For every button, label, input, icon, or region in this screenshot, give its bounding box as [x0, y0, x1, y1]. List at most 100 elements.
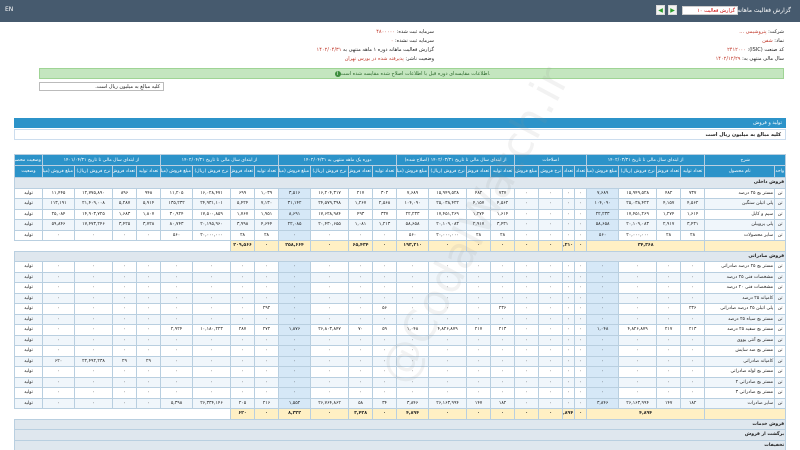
table-row: تن سایر محصولات ۲۸ ۲۸ ۲۰,۰۰۰,۰۰۰ ۵۶۰ ۰ ۰ ۰ ۰ ۲۸ ۲۸ ۲…	[14, 229, 786, 241]
column-header-sale-qty: تعداد فروش	[112, 165, 138, 178]
value-cell: ۵۶۰	[586, 229, 620, 241]
product-name-cell: مستر بچ آنتی یووی	[704, 334, 776, 346]
value-cell: ۰	[680, 282, 706, 294]
status-cell: تولید	[14, 208, 43, 220]
value-cell: ۰	[586, 366, 620, 378]
sum-cell: ۴,۸۹۴	[562, 408, 576, 420]
value-cell: ۰	[538, 366, 564, 378]
value-cell: ۰	[680, 261, 706, 273]
value-cell: ۲۸	[254, 229, 280, 241]
language-toggle[interactable]: EN	[5, 6, 14, 13]
sum-label	[704, 408, 786, 420]
value-cell: ۱۷,۵۰۰,۸۵۹	[192, 208, 232, 220]
unit-note: کلیه مبالغ به میلیون ریال است	[14, 129, 786, 140]
unit-select[interactable]: کلیه مبالغ به میلیون ریال است.	[39, 82, 164, 91]
value-cell: ۰	[538, 334, 564, 346]
value-cell: ۰	[136, 334, 162, 346]
column-group-header: شرح	[704, 154, 786, 166]
column-header-prod-qty: تعداد تولید	[136, 165, 162, 178]
value-cell: ۰	[278, 334, 312, 346]
value-cell: ۰	[680, 355, 706, 367]
value-cell: ۰	[574, 355, 588, 367]
product-name-cell: پلی پروپیلن	[704, 219, 776, 231]
value-cell: ۰	[680, 313, 706, 325]
value-cell: ۲۸۷	[230, 324, 256, 336]
column-header-amount: مبلغ فروش (میلیون ریال)	[160, 165, 194, 178]
prev-button[interactable]: ◀	[656, 5, 665, 15]
value-cell: ۰	[490, 271, 516, 283]
value-cell: ۲۹۲	[254, 303, 280, 315]
value-cell: ۰	[310, 313, 350, 325]
value-cell: ۰	[618, 355, 658, 367]
capital-field: سرمایه ثبت شده: ۴۸۰۰۰۰۰	[376, 29, 434, 35]
value-cell: ۰	[618, 334, 658, 346]
column-header-rate: نرخ فروش (ریال)	[310, 165, 350, 178]
value-cell: ۵۸,۶۵۸	[396, 219, 430, 231]
value-cell: ۰	[466, 345, 492, 357]
value-cell: ۲۹	[136, 355, 162, 367]
value-cell: ۰	[254, 345, 280, 357]
value-cell: ۱۲,۷۷۵,۸۹۰	[74, 187, 114, 199]
unit-cell: تن	[774, 334, 786, 346]
value-cell: ۰	[574, 187, 588, 199]
value-cell: ۰	[574, 292, 588, 304]
column-header-prod-qty: تعداد تولید	[254, 165, 280, 178]
column-header-sale-qty: تعداد فروش	[466, 165, 492, 178]
value-cell: ۳,۴۲۵	[112, 219, 138, 231]
value-cell: ۰	[680, 334, 706, 346]
status-cell: تولید	[14, 219, 43, 231]
value-cell: ۰	[41, 387, 76, 399]
value-cell: ۰	[514, 292, 540, 304]
value-cell: ۰	[254, 355, 280, 367]
value-cell: ۲۷۲	[254, 324, 280, 336]
value-cell: ۱۳۵,۲۳۲	[160, 198, 194, 210]
value-cell: ۰	[618, 282, 658, 294]
value-cell: ۴۹۳	[348, 208, 374, 220]
value-cell: ۰	[160, 387, 194, 399]
value-cell: ۰	[74, 313, 114, 325]
value-cell: ۰	[656, 292, 682, 304]
value-cell: ۰	[514, 387, 540, 399]
value-cell: ۰	[466, 282, 492, 294]
value-cell: ۰	[618, 271, 658, 283]
value-cell: ۰	[230, 366, 256, 378]
value-cell: ۰	[514, 261, 540, 273]
table-row: تن سیم و کابل ۱,۶۱۴ ۱,۲۷۴ ۱۷,۴۵۱,۲۶۹ ۲۲,۲۳۳ ۰ ۰…	[14, 208, 786, 220]
sum-cell: ۰	[490, 240, 516, 252]
value-cell: ۰	[586, 271, 620, 283]
value-cell: ۰	[41, 303, 76, 315]
value-cell: ۰	[348, 303, 374, 315]
column-header-product: نام محصول	[704, 165, 776, 178]
next-button[interactable]: ▶	[668, 5, 677, 15]
unit-cell: تن	[774, 366, 786, 378]
unit-cell: تن	[774, 376, 786, 388]
value-cell: ۰	[466, 376, 492, 388]
sum-cell: ۰	[514, 408, 540, 420]
value-cell: ۰	[112, 303, 138, 315]
value-cell: ۳۱,۱۴۲	[278, 198, 312, 210]
value-cell: ۰	[538, 303, 564, 315]
value-cell: ۴,۶۴۴	[254, 219, 280, 231]
value-cell: ۰	[396, 355, 430, 367]
value-cell: ۰	[136, 282, 162, 294]
value-cell: ۱۵,۹۴۹,۵۲۸	[618, 187, 658, 199]
value-cell: ۰	[538, 208, 564, 220]
value-cell: ۲۰,۱۰۹,۰۸۳	[428, 219, 468, 231]
table-row: تن مستر بچ لوله صادراتی ۰ ۰ ۰ ۰ ۰ ۰ ۰ ۰ ۰ ۰ ۰ ۰ ۰ ۰ ۰ ۰ ۰ ۰…	[14, 366, 786, 378]
report-select[interactable]: گزارش فعالیت ۱۰	[682, 6, 738, 15]
status-cell: تولید	[14, 345, 43, 357]
value-cell: ۰	[562, 261, 576, 273]
value-cell: ۲۹	[112, 355, 138, 367]
value-cell: ۲۵,۰۸۴	[41, 208, 76, 220]
value-cell: ۰	[618, 303, 658, 315]
value-cell: ۰	[372, 229, 398, 241]
value-cell: ۰	[112, 366, 138, 378]
value-cell: ۰	[254, 282, 280, 294]
column-group-header: از ابتدای سال مالی تا تاریخ ۱۴۰۲/۰۴/۳۱	[160, 154, 280, 166]
column-header-rate: نرخ فروش (ریال)	[618, 165, 658, 178]
value-cell: ۰	[74, 387, 114, 399]
sum-cell: ۰	[466, 240, 492, 252]
sum-cell: ۰	[372, 240, 398, 252]
status-cell: تولید	[14, 292, 43, 304]
